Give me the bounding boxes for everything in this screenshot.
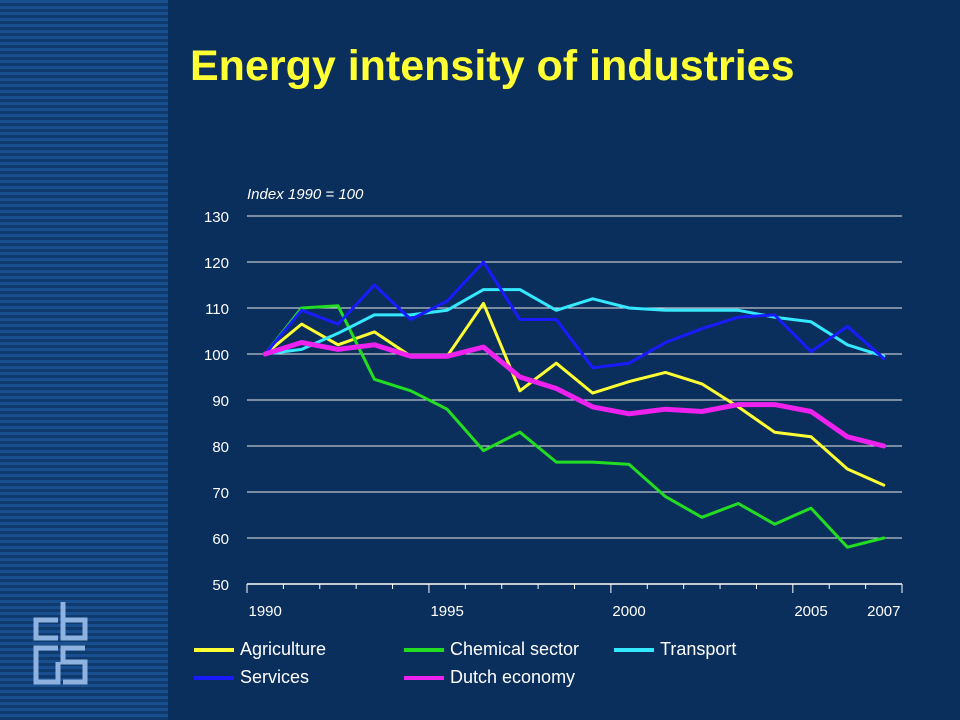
legend-swatch (404, 675, 444, 680)
series-line-dutch-economy (262, 340, 887, 449)
legend-item: Services (194, 667, 309, 688)
legend-swatch (194, 647, 234, 652)
legend-swatch (404, 647, 444, 652)
series-line-chemical-sector (263, 304, 886, 549)
y-tick-label: 130 (204, 209, 229, 226)
decorative-stripes (0, 0, 168, 720)
series-line-transport (263, 288, 886, 358)
legend-label: Services (240, 667, 310, 687)
legend-label: Chemical sector (450, 639, 580, 659)
legend-item: Transport (614, 639, 736, 660)
y-tick-label: 50 (212, 577, 229, 594)
page-title: Energy intensity of industries (190, 42, 795, 90)
legend-item: Dutch economy (404, 667, 575, 688)
legend-item: Chemical sector (404, 639, 579, 660)
chart-subtitle: Index 1990 = 100 (247, 186, 364, 203)
legend-label: Dutch economy (450, 667, 576, 687)
legend-item: Agriculture (194, 639, 326, 660)
x-tick-label: 2005 (794, 603, 827, 620)
x-tick-label: 1990 (249, 603, 282, 620)
y-tick-label: 100 (204, 347, 229, 364)
y-tick-label: 120 (204, 255, 229, 272)
legend-swatch (614, 647, 654, 652)
y-tick-label: 90 (212, 393, 229, 410)
y-tick-label: 110 (205, 301, 229, 318)
legend-label: Transport (660, 639, 737, 659)
legend-label: Agriculture (240, 639, 327, 659)
cbs-logo-icon (33, 602, 88, 685)
y-tick-label: 70 (212, 485, 229, 502)
legend-swatch (194, 675, 234, 680)
series-line-agriculture (263, 301, 886, 487)
y-tick-label: 60 (212, 531, 229, 548)
y-tick-label: 80 (212, 439, 229, 456)
x-tick-label: 1995 (430, 603, 463, 620)
series-line-services (263, 260, 886, 370)
x-tick-label: 2007 (867, 603, 900, 620)
x-tick-label: 2000 (612, 603, 645, 620)
